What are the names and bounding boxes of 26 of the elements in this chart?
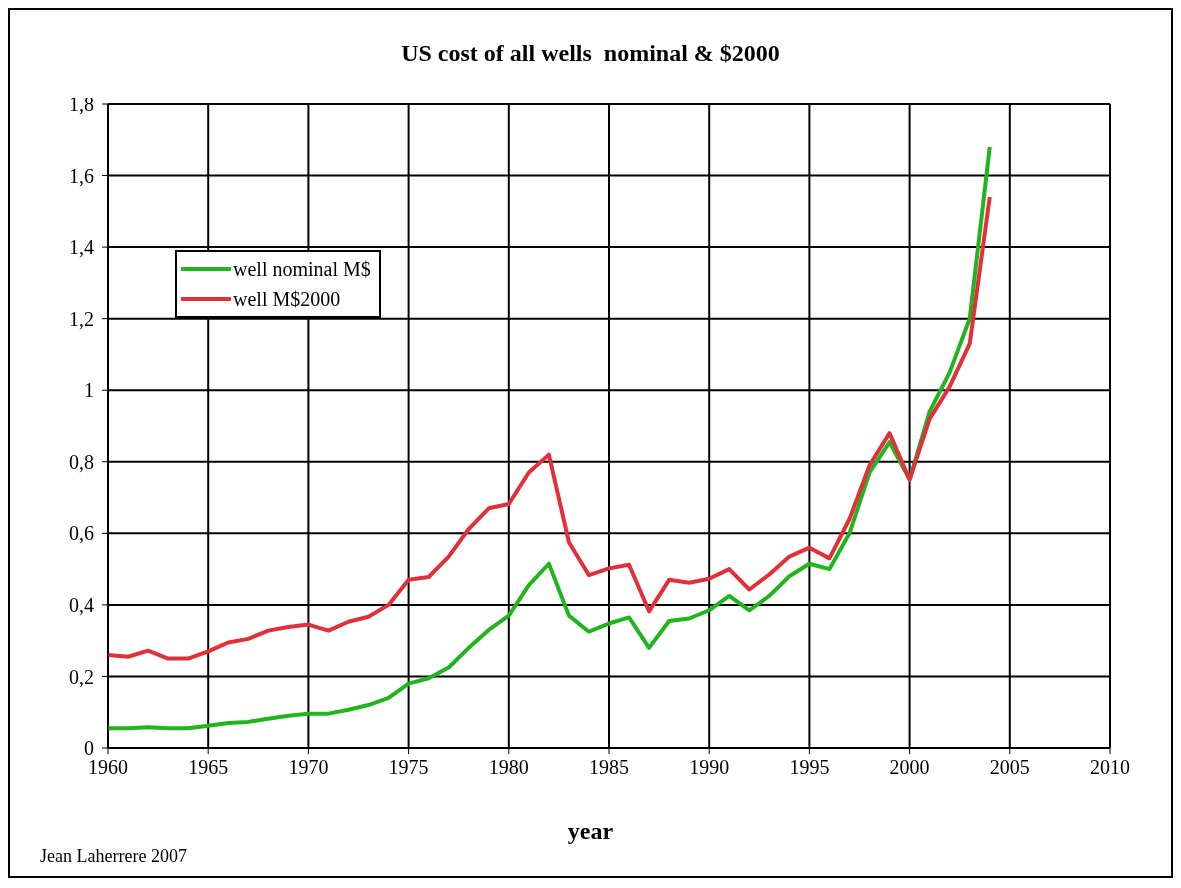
x-tick-label: 1995	[789, 756, 830, 779]
x-tick-label: 1980	[488, 756, 529, 779]
x-tick-label: 2005	[989, 756, 1030, 779]
y-tick-label: 1,2	[69, 307, 94, 330]
y-tick-label: 1,8	[69, 93, 94, 116]
line-series	[108, 195, 992, 661]
line-series	[108, 144, 992, 731]
x-tick-label: 2000	[889, 756, 930, 779]
y-tick-label: 0,2	[69, 665, 94, 688]
x-tick-label: 2010	[1090, 756, 1130, 779]
y-tick-label: 1,4	[69, 236, 94, 259]
x-tick-label: 1970	[288, 756, 329, 779]
x-tick-label: 1975	[388, 756, 429, 779]
chart-title: US cost of all wells nominal & $2000	[400, 40, 781, 67]
legend-label: well M$2000	[233, 287, 341, 311]
x-tick-label: 1965	[188, 756, 229, 779]
y-tick-label: 0,8	[69, 450, 94, 473]
y-tick-label: 1	[84, 379, 94, 402]
y-tick-label: 0,6	[69, 522, 94, 545]
y-tick-label: 0,4	[69, 593, 94, 616]
y-tick-label: 1,6	[69, 164, 94, 187]
x-tick-label: 1985	[589, 756, 629, 779]
x-tick-label: 1990	[689, 756, 730, 779]
legend-label: well nominal M$	[233, 257, 371, 281]
text: Jean Laherrere 2007	[40, 846, 187, 867]
x-axis-title: year	[566, 818, 615, 845]
